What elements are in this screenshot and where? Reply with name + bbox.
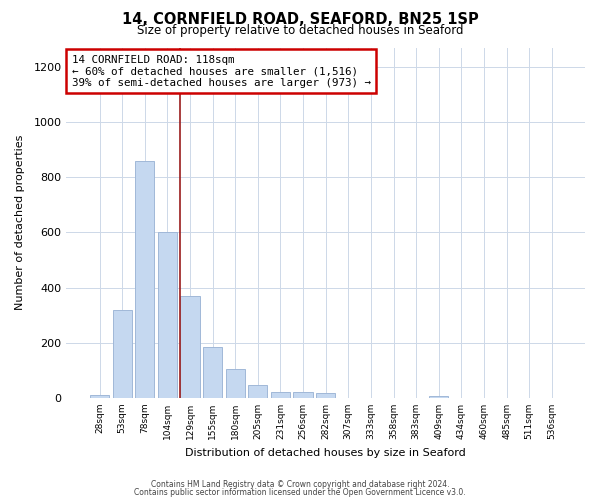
Text: Contains public sector information licensed under the Open Government Licence v3: Contains public sector information licen… — [134, 488, 466, 497]
Bar — [429, 396, 448, 398]
Text: Size of property relative to detached houses in Seaford: Size of property relative to detached ho… — [137, 24, 463, 37]
Bar — [181, 296, 200, 398]
Bar — [113, 310, 132, 398]
Y-axis label: Number of detached properties: Number of detached properties — [15, 135, 25, 310]
Bar — [90, 394, 109, 398]
Bar — [203, 347, 222, 398]
Bar — [293, 392, 313, 398]
Bar — [316, 393, 335, 398]
Text: 14, CORNFIELD ROAD, SEAFORD, BN25 1SP: 14, CORNFIELD ROAD, SEAFORD, BN25 1SP — [122, 12, 478, 28]
X-axis label: Distribution of detached houses by size in Seaford: Distribution of detached houses by size … — [185, 448, 466, 458]
Bar — [158, 232, 177, 398]
Bar — [248, 384, 268, 398]
Bar — [226, 369, 245, 398]
Text: 14 CORNFIELD ROAD: 118sqm
← 60% of detached houses are smaller (1,516)
39% of se: 14 CORNFIELD ROAD: 118sqm ← 60% of detac… — [71, 54, 371, 88]
Bar — [135, 160, 154, 398]
Text: Contains HM Land Registry data © Crown copyright and database right 2024.: Contains HM Land Registry data © Crown c… — [151, 480, 449, 489]
Bar — [271, 392, 290, 398]
